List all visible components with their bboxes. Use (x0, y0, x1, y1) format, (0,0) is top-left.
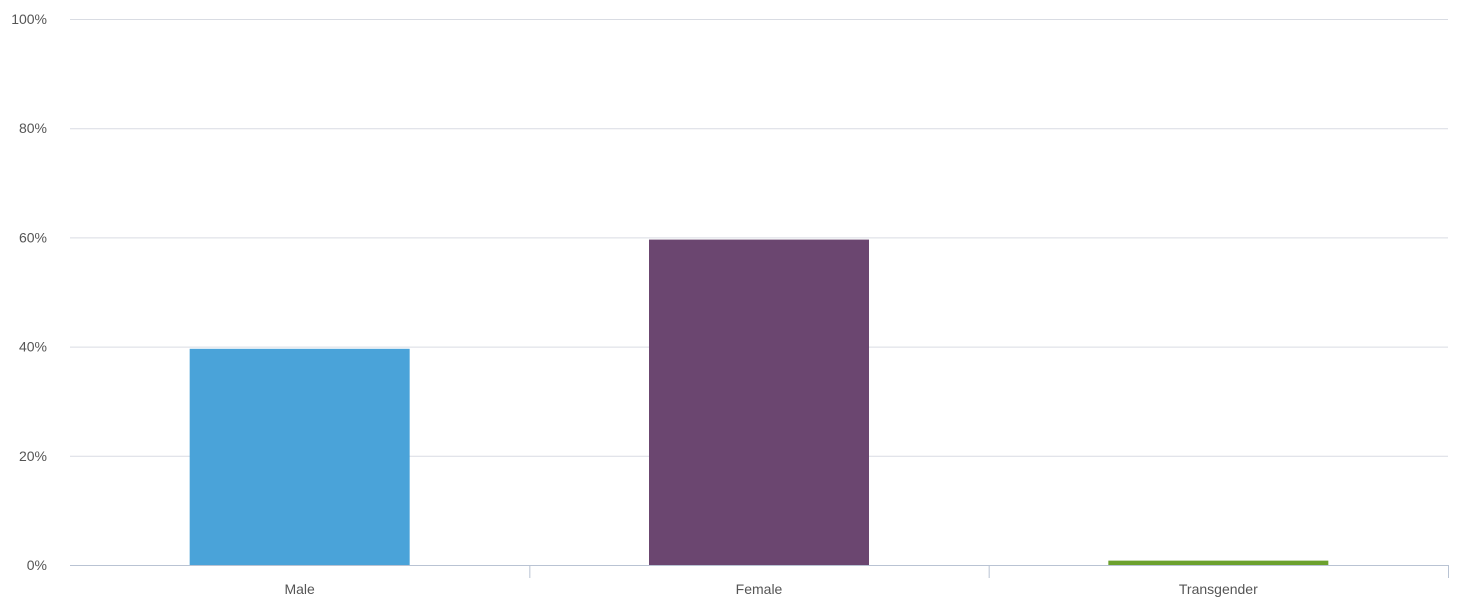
y-tick-label: 80% (19, 120, 47, 136)
x-tick-label-transgender: Transgender (1179, 581, 1258, 597)
bar-female[interactable] (649, 239, 869, 566)
y-tick-label: 100% (11, 11, 47, 27)
y-tick-label: 20% (19, 448, 47, 464)
x-tick-label-female: Female (736, 581, 783, 597)
x-tick-label-male: Male (284, 581, 315, 597)
y-tick-label: 60% (19, 229, 47, 245)
x-axis-tick-labels: Male Female Transgender (284, 581, 1258, 597)
y-tick-label: 40% (19, 339, 47, 355)
y-axis-tick-labels: 0% 20% 40% 60% 80% 100% (11, 11, 47, 573)
bars (189, 239, 1329, 566)
grid-layer (70, 19, 1448, 457)
x-axis (70, 565, 1449, 578)
bar-male[interactable] (189, 348, 410, 565)
y-tick-label: 0% (27, 557, 47, 573)
bar-transgender[interactable] (1108, 560, 1329, 565)
